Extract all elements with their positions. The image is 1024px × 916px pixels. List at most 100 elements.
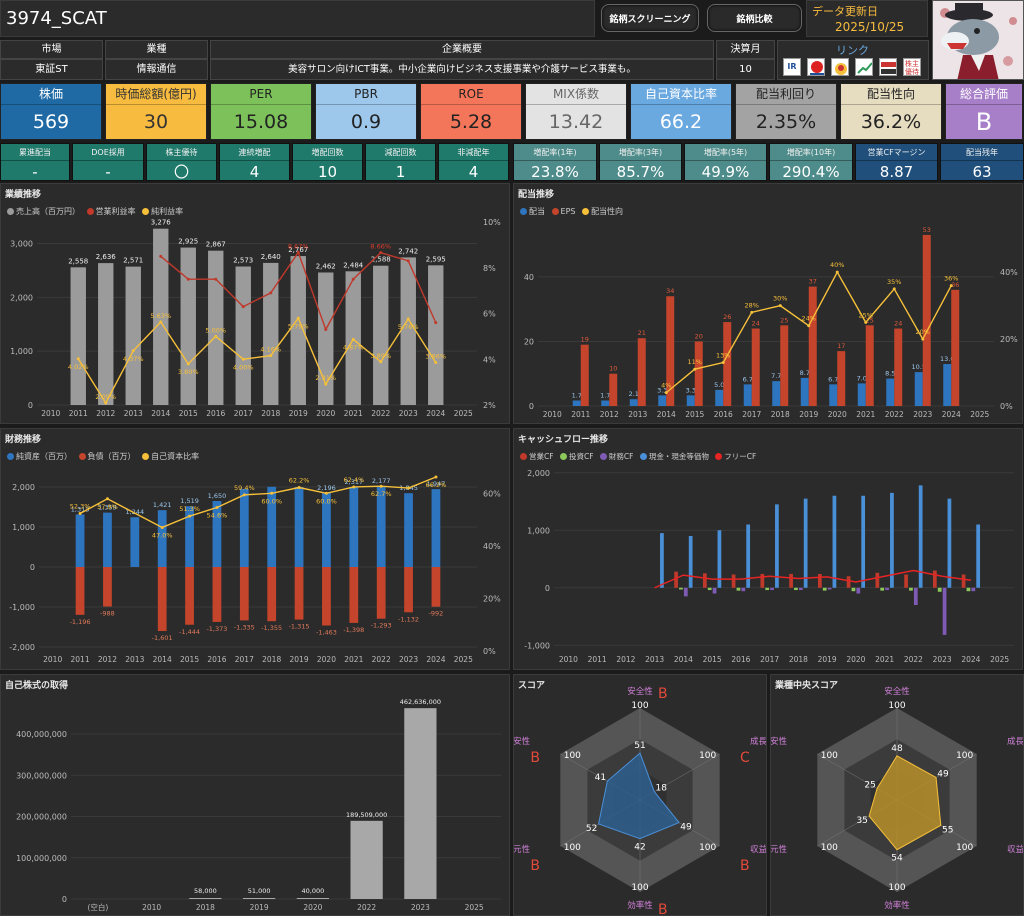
eps-label: 20 bbox=[695, 332, 703, 340]
radar-value: 49 bbox=[680, 823, 692, 833]
net-margin-line-point bbox=[379, 360, 383, 364]
payout-label: 20% bbox=[916, 328, 930, 336]
sales-bar bbox=[235, 266, 251, 405]
link-kabutan-icon[interactable] bbox=[807, 58, 825, 76]
stat-value: 10 bbox=[317, 163, 338, 181]
chart-title: キャッシュフロー推移 bbox=[518, 435, 609, 445]
net-assets-bar bbox=[75, 514, 85, 567]
y-tick-label: 40 bbox=[524, 273, 534, 282]
radar-axis-label: 還元性 bbox=[771, 844, 787, 855]
metric-value: 5.28 bbox=[449, 111, 493, 133]
y2-tick-label: 20% bbox=[1000, 335, 1018, 344]
market-header: 市場 bbox=[0, 40, 103, 59]
industry-header: 業種 bbox=[105, 40, 208, 59]
metric-9: 総合評価 B bbox=[945, 83, 1023, 140]
link-ir-icon[interactable]: IR bbox=[783, 58, 801, 76]
x-tick-label: 2018 bbox=[789, 655, 808, 664]
stat-value: 85.7% bbox=[616, 163, 665, 181]
dividend-label: 6.7 bbox=[828, 375, 838, 383]
x-tick-label: 2020 bbox=[316, 409, 335, 418]
eps-bar bbox=[808, 286, 817, 406]
stat-7: 増配率(1年) 23.8% bbox=[513, 143, 597, 181]
radar-axis-label: 収益性 bbox=[750, 844, 766, 855]
x-tick-label: 2023 bbox=[913, 410, 932, 419]
metric-label: ROE bbox=[421, 84, 521, 105]
sales-label: 2,573 bbox=[233, 257, 253, 265]
x-tick-label: 2018 bbox=[261, 409, 280, 418]
stat-label: 株主優待 bbox=[147, 144, 216, 161]
x-tick-label: 2012 bbox=[98, 655, 117, 664]
x-tick-label: 2021 bbox=[344, 655, 363, 664]
x-tick-label: 2011 bbox=[588, 655, 607, 664]
link-minkabu-icon[interactable] bbox=[831, 58, 849, 76]
metric-2: PER 15.08 bbox=[210, 83, 312, 140]
net-margin-label: 5.00% bbox=[205, 326, 226, 334]
y-tick-label: -1,000 bbox=[524, 641, 550, 650]
stat-value: 8.87 bbox=[879, 163, 914, 181]
eps-bar bbox=[637, 338, 646, 406]
fiscal-header: 決算月 bbox=[716, 40, 775, 59]
chart-title: 財務推移 bbox=[5, 435, 42, 445]
stat-label: 増配率(1年) bbox=[514, 144, 596, 161]
y-tick-label: 2,000 bbox=[10, 293, 33, 302]
stat-label: 増配回数 bbox=[293, 144, 362, 161]
radar-value: 18 bbox=[656, 784, 668, 794]
debt-bar bbox=[376, 567, 386, 619]
op-margin-line-point bbox=[379, 251, 383, 255]
stat-2: 株主優待〇 bbox=[146, 143, 217, 181]
link-yutai-icon[interactable]: 株主優待 bbox=[903, 58, 921, 76]
dividend-bar bbox=[715, 389, 724, 406]
dividend-label: 8.5 bbox=[885, 370, 895, 378]
y-tick-label: 20 bbox=[524, 337, 534, 346]
y2-tick-label: 20% bbox=[483, 594, 501, 603]
x-tick-label: 2022 bbox=[885, 410, 904, 419]
payout-label: 35% bbox=[887, 278, 901, 286]
link-nikkei-icon[interactable] bbox=[879, 58, 897, 76]
equity-ratio-label: 51.3% bbox=[179, 505, 200, 513]
panel-median: 業種中央スコア 48 49 55 54 35 25 安全性 100 成長性 100 収益性 100 効率… bbox=[770, 674, 1024, 916]
metric-label: PER bbox=[211, 84, 311, 105]
payout-label: 24% bbox=[802, 315, 816, 323]
buyback-label: 462,636,000 bbox=[400, 698, 441, 706]
net-margin-line-point bbox=[269, 354, 273, 358]
stat-1: DOE採用 - bbox=[72, 143, 144, 181]
financing-cf-bar bbox=[971, 587, 976, 592]
sales-bar bbox=[70, 267, 86, 405]
debt-bar bbox=[322, 567, 331, 626]
x-tick-label: 2025 bbox=[990, 655, 1009, 664]
radar-axis-label: 割安性 bbox=[771, 736, 787, 747]
screening-button[interactable]: 銘柄スクリーニング bbox=[601, 4, 699, 32]
op-margin-label: 8.67% bbox=[288, 242, 309, 250]
sales-bar bbox=[318, 272, 334, 405]
metric-5: MIX係数 13.42 bbox=[525, 83, 627, 140]
link-chart-icon[interactable] bbox=[855, 58, 873, 76]
net-assets-label: 1,313 bbox=[71, 505, 90, 513]
sales-label: 2,595 bbox=[426, 255, 446, 263]
operating-cf-bar bbox=[674, 571, 678, 588]
x-tick-label: 2018 bbox=[262, 655, 281, 664]
debt-label: -1,355 bbox=[261, 624, 282, 632]
dividend-bar bbox=[857, 383, 866, 406]
x-tick-label: 2013 bbox=[645, 655, 664, 664]
x-tick-label: 2017 bbox=[760, 655, 779, 664]
eps-label: 21 bbox=[638, 329, 646, 337]
y2-tick-label: 40% bbox=[1000, 268, 1018, 277]
cash-bar bbox=[918, 485, 923, 588]
net-assets-bar bbox=[185, 506, 194, 567]
radar-max-label: 100 bbox=[564, 843, 581, 853]
compare-button[interactable]: 銘柄比較 bbox=[707, 4, 802, 32]
panel-jisha: 自己株式の取得 0 100,000,000 200,000,000 300,000,0… bbox=[0, 674, 510, 916]
stat-4: 増配回数 10 bbox=[292, 143, 363, 181]
net-assets-bar bbox=[404, 493, 413, 567]
y2-tick-label: 40% bbox=[483, 542, 501, 551]
equity-ratio-point bbox=[324, 491, 328, 495]
chart-legend: 売上高（百万円） 営業利益率 純利益率 bbox=[3, 206, 183, 217]
debt-bar bbox=[431, 567, 441, 607]
debt-label: -1,132 bbox=[398, 615, 419, 623]
y-tick-label: -2,000 bbox=[9, 643, 35, 652]
x-tick-label: 2022 bbox=[372, 655, 391, 664]
cf-chart: -1,000 0 1,000 2,000 2010 2011 2012 2013 2014 201… bbox=[524, 469, 1014, 664]
y2-tick-label: 2% bbox=[483, 401, 496, 410]
eps-bar bbox=[951, 289, 960, 406]
eps-bar bbox=[666, 296, 675, 406]
